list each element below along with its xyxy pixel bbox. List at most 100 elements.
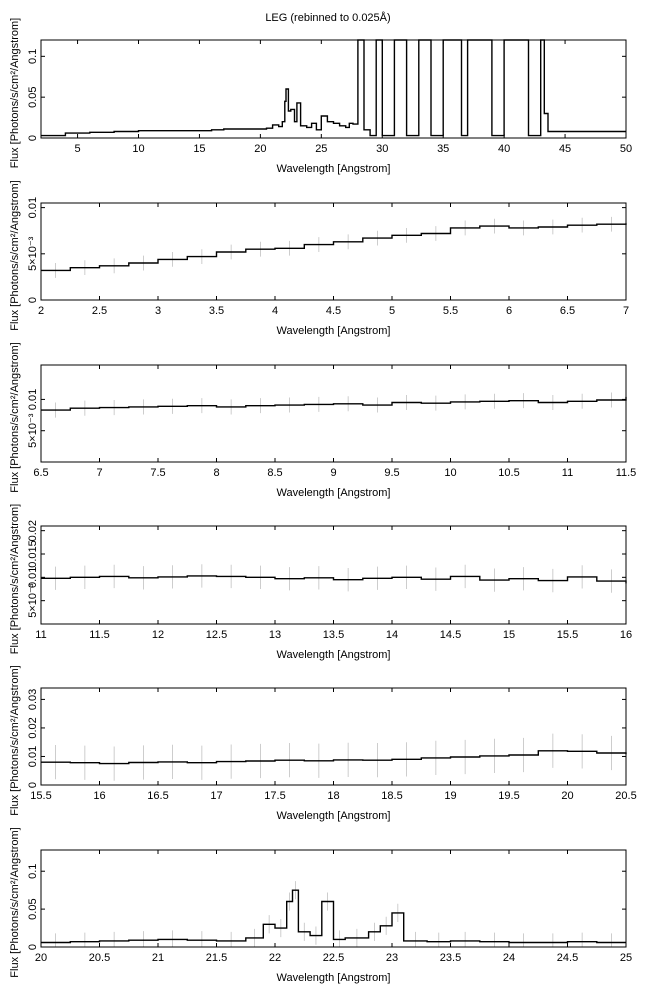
y-axis-label: Flux [Photons/s/cm²/Angstrom] bbox=[9, 504, 21, 654]
y-tick-label: 0 bbox=[27, 944, 39, 950]
x-tick-label: 13.5 bbox=[323, 629, 344, 641]
x-axis-label: Wavelength [Angstrom] bbox=[277, 972, 391, 984]
x-tick-label: 20 bbox=[35, 952, 47, 964]
y-tick-label: 0.015 bbox=[27, 540, 39, 568]
x-tick-label: 18.5 bbox=[381, 790, 402, 802]
y-tick-label: 0.02 bbox=[27, 520, 39, 541]
x-tick-label: 5 bbox=[389, 305, 395, 317]
x-tick-label: 50 bbox=[620, 143, 632, 155]
data-series bbox=[41, 39, 626, 137]
x-tick-label: 30 bbox=[376, 143, 388, 155]
x-tick-label: 4.5 bbox=[326, 305, 341, 317]
x-tick-label: 3.5 bbox=[209, 305, 224, 317]
y-tick-label: 0.1 bbox=[27, 49, 39, 64]
panel-6: 20 20.5 21 21.5 22 22.5 23 23.5 24 24.5 25 0 0.05 0.1… bbox=[9, 827, 632, 984]
y-axis-label: Flux [Photons/s/cm²/Angstrom] bbox=[9, 180, 21, 330]
x-tick-label: 40 bbox=[498, 143, 510, 155]
x-tick-label: 6.5 bbox=[33, 467, 48, 479]
x-tick-label: 11.5 bbox=[89, 629, 110, 641]
x-tick-label: 11.5 bbox=[616, 467, 637, 479]
y-tick-label: 0.02 bbox=[27, 717, 39, 738]
plot-frame bbox=[40, 525, 627, 625]
y-axis-label: Flux [Photons/s/cm²/Angstrom] bbox=[9, 665, 21, 815]
y-tick-label: 0.01 bbox=[27, 389, 39, 410]
x-tick-label: 35 bbox=[437, 143, 449, 155]
y-tick-label: 0 bbox=[27, 297, 39, 303]
x-axis-label: Wavelength [Angstrom] bbox=[277, 649, 391, 661]
x-axis-label: Wavelength [Angstrom] bbox=[277, 325, 391, 337]
x-tick-label: 45 bbox=[559, 143, 571, 155]
x-tick-label: 15.5 bbox=[30, 790, 51, 802]
x-tick-label: 22 bbox=[269, 952, 281, 964]
x-tick-label: 16.5 bbox=[147, 790, 168, 802]
x-tick-label: 25 bbox=[620, 952, 632, 964]
y-tick-label: 0.03 bbox=[27, 689, 39, 710]
data-series bbox=[41, 575, 627, 584]
x-axis-label: Wavelength [Angstrom] bbox=[277, 487, 391, 499]
y-tick-label: 0.01 bbox=[27, 197, 39, 218]
x-tick-label: 21 bbox=[152, 952, 164, 964]
x-axis-label: Wavelength [Angstrom] bbox=[277, 163, 391, 175]
y-tick-label: 5×10⁻³ bbox=[27, 236, 39, 271]
x-tick-label: 14.5 bbox=[440, 629, 461, 641]
x-tick-label: 24 bbox=[503, 952, 515, 964]
x-tick-label: 23 bbox=[386, 952, 398, 964]
x-tick-label: 15 bbox=[503, 629, 515, 641]
data-series bbox=[41, 750, 627, 765]
x-tick-label: 19 bbox=[444, 790, 456, 802]
y-tick-label: 0.01 bbox=[27, 746, 39, 767]
x-tick-label: 21.5 bbox=[206, 952, 227, 964]
x-tick-label: 17 bbox=[210, 790, 222, 802]
x-tick-label: 14 bbox=[386, 629, 398, 641]
x-tick-label: 23.5 bbox=[440, 952, 461, 964]
x-tick-label: 13 bbox=[269, 629, 281, 641]
data-series bbox=[41, 223, 627, 272]
panel-5: 15.5 16 16.5 17 17.5 18 18.5 19 19.5 20 20.5 0 0.01 0… bbox=[9, 665, 637, 822]
x-tick-label: 20.5 bbox=[615, 790, 636, 802]
y-axis-label: Flux [Photons/s/cm²/Angstrom] bbox=[9, 827, 21, 977]
x-tick-label: 12 bbox=[152, 629, 164, 641]
plot-frame bbox=[40, 39, 627, 139]
y-tick-label: 0.1 bbox=[27, 864, 39, 879]
x-tick-label: 7 bbox=[96, 467, 102, 479]
y-tick-label: 0.05 bbox=[27, 86, 39, 107]
x-tick-label: 18 bbox=[327, 790, 339, 802]
x-tick-label: 5.5 bbox=[443, 305, 458, 317]
plot-frame bbox=[40, 202, 627, 301]
x-tick-label: 9.5 bbox=[384, 467, 399, 479]
x-tick-label: 20 bbox=[254, 143, 266, 155]
panel-4: 11 11.5 12 12.5 13 13.5 14 14.5 15 15.5 165×10⁻³0.… bbox=[9, 504, 632, 661]
x-tick-label: 22.5 bbox=[323, 952, 344, 964]
panel-2: 2 2.5 3 3.5 4 4.5 5 5.5 6 6.5 7 0 5×10⁻³ 0.01 Waveleng… bbox=[9, 180, 629, 337]
x-tick-label: 6.5 bbox=[560, 305, 575, 317]
x-tick-label: 3 bbox=[155, 305, 161, 317]
error-bars bbox=[55, 733, 612, 781]
x-tick-label: 16 bbox=[93, 790, 105, 802]
x-tick-label: 2.5 bbox=[92, 305, 107, 317]
panel-3: 6.5 7 7.5 8 8.5 9 9.5 10 10.5 11 11.5 5×10⁻³ 0.01 Wav… bbox=[9, 342, 636, 499]
x-tick-label: 12.5 bbox=[206, 629, 227, 641]
x-tick-label: 7.5 bbox=[150, 467, 165, 479]
x-tick-label: 6 bbox=[506, 305, 512, 317]
x-tick-label: 25 bbox=[315, 143, 327, 155]
x-axis-label: Wavelength [Angstrom] bbox=[277, 810, 391, 822]
y-tick-label: 5×10⁻³ bbox=[27, 413, 39, 448]
data-series bbox=[41, 889, 626, 944]
x-tick-label: 20.5 bbox=[89, 952, 110, 964]
x-tick-label: 9 bbox=[330, 467, 336, 479]
y-tick-label: 5×10⁻³ bbox=[27, 583, 39, 618]
x-tick-label: 4 bbox=[272, 305, 278, 317]
error-bars bbox=[55, 216, 612, 278]
data-series bbox=[41, 396, 627, 411]
x-tick-label: 16 bbox=[620, 629, 632, 641]
x-tick-label: 19.5 bbox=[498, 790, 519, 802]
x-tick-label: 24.5 bbox=[557, 952, 578, 964]
x-tick-label: 20 bbox=[561, 790, 573, 802]
x-tick-label: 10 bbox=[444, 467, 456, 479]
x-tick-label: 17.5 bbox=[264, 790, 285, 802]
plot-frame bbox=[40, 364, 627, 463]
chart-title: LEG (rebinned to 0.025Å) bbox=[265, 11, 390, 24]
x-tick-label: 8.5 bbox=[267, 467, 282, 479]
x-tick-label: 10.5 bbox=[498, 467, 519, 479]
